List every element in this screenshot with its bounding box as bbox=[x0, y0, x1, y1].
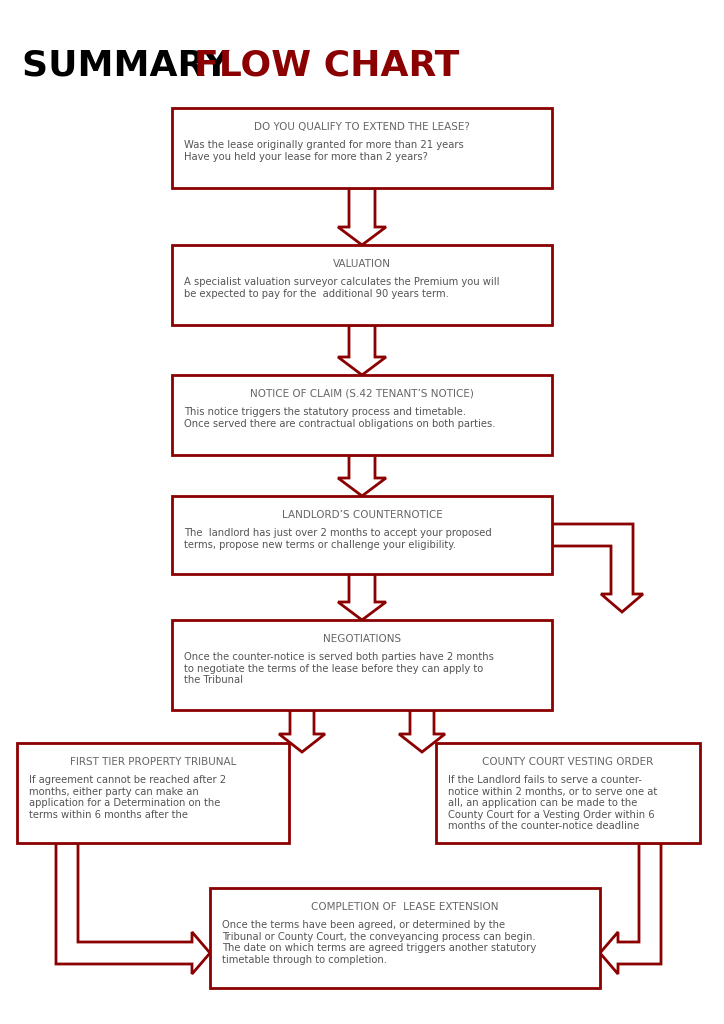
Polygon shape bbox=[600, 843, 661, 974]
Bar bbox=[172, 496, 552, 574]
Text: COUNTY COURT VESTING ORDER: COUNTY COURT VESTING ORDER bbox=[482, 757, 654, 767]
Polygon shape bbox=[399, 710, 445, 752]
Bar bbox=[172, 375, 552, 455]
Text: If the Landlord fails to serve a counter-
notice within 2 months, or to serve on: If the Landlord fails to serve a counter… bbox=[448, 775, 657, 831]
Text: SUMMARY: SUMMARY bbox=[22, 48, 242, 82]
Text: Was the lease originally granted for more than 21 years
Have you held your lease: Was the lease originally granted for mor… bbox=[184, 140, 464, 162]
Text: FLOW CHART: FLOW CHART bbox=[194, 48, 459, 82]
Polygon shape bbox=[279, 710, 325, 752]
Polygon shape bbox=[338, 455, 386, 496]
Bar bbox=[172, 620, 552, 710]
Polygon shape bbox=[338, 574, 386, 620]
Text: Once the counter-notice is served both parties have 2 months
to negotiate the te: Once the counter-notice is served both p… bbox=[184, 652, 494, 685]
Polygon shape bbox=[338, 325, 386, 375]
Bar bbox=[436, 743, 700, 843]
Polygon shape bbox=[552, 524, 643, 612]
Bar bbox=[172, 245, 552, 325]
Text: A specialist valuation surveyor calculates the Premium you will
be expected to p: A specialist valuation surveyor calculat… bbox=[184, 278, 500, 299]
Text: This notice triggers the statutory process and timetable.
Once served there are : This notice triggers the statutory proce… bbox=[184, 407, 495, 429]
Bar bbox=[17, 743, 289, 843]
Text: COMPLETION OF  LEASE EXTENSION: COMPLETION OF LEASE EXTENSION bbox=[311, 902, 499, 912]
Text: FIRST TIER PROPERTY TRIBUNAL: FIRST TIER PROPERTY TRIBUNAL bbox=[70, 757, 236, 767]
Polygon shape bbox=[338, 188, 386, 245]
Text: Once the terms have been agreed, or determined by the
Tribunal or County Court, : Once the terms have been agreed, or dete… bbox=[222, 920, 536, 965]
Text: If agreement cannot be reached after 2
months, either party can make an
applicat: If agreement cannot be reached after 2 m… bbox=[29, 775, 226, 820]
Text: VALUATION: VALUATION bbox=[333, 259, 391, 269]
Text: NOTICE OF CLAIM (S.42 TENANT’S NOTICE): NOTICE OF CLAIM (S.42 TENANT’S NOTICE) bbox=[250, 389, 474, 399]
Polygon shape bbox=[56, 843, 210, 974]
Text: DO YOU QUALIFY TO EXTEND THE LEASE?: DO YOU QUALIFY TO EXTEND THE LEASE? bbox=[254, 122, 470, 132]
Text: NEGOTIATIONS: NEGOTIATIONS bbox=[323, 634, 401, 644]
Bar bbox=[172, 108, 552, 188]
Text: LANDLORD’S COUNTERNOTICE: LANDLORD’S COUNTERNOTICE bbox=[282, 510, 442, 520]
Text: The  landlord has just over 2 months to accept your proposed
terms, propose new : The landlord has just over 2 months to a… bbox=[184, 528, 492, 550]
Bar bbox=[210, 888, 600, 988]
